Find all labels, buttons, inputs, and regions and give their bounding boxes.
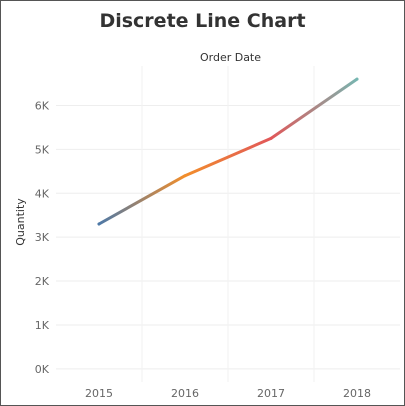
series-layer xyxy=(97,77,359,226)
y-tick-label: 6K xyxy=(35,100,50,113)
chart-title: Discrete Line Chart xyxy=(99,10,306,32)
grid-lines xyxy=(56,66,400,382)
y-tick-label: 5K xyxy=(35,143,50,156)
data-point[interactable] xyxy=(269,136,273,140)
y-tick-label: 4K xyxy=(35,187,50,200)
y-tick-label: 2K xyxy=(35,275,50,288)
series-line[interactable] xyxy=(97,77,359,226)
column-header: Order Date xyxy=(199,51,262,64)
data-point[interactable] xyxy=(183,174,187,178)
y-tick-label: 3K xyxy=(35,231,50,244)
data-point[interactable] xyxy=(97,222,101,226)
x-axis-ticks: 2015 2016 2017 2018 xyxy=(85,387,371,400)
y-tick-label: 0K xyxy=(35,363,50,376)
x-tick-label: 2018 xyxy=(343,387,371,400)
x-tick-label: 2017 xyxy=(257,387,285,400)
x-tick-label: 2016 xyxy=(171,387,199,400)
y-axis-label: Quantity xyxy=(14,198,27,246)
data-point[interactable] xyxy=(355,77,359,81)
y-axis-ticks: 0K 1K 2K 3K 4K 5K 6K xyxy=(35,100,50,376)
x-tick-label: 2015 xyxy=(85,387,113,400)
y-tick-label: 1K xyxy=(35,319,50,332)
